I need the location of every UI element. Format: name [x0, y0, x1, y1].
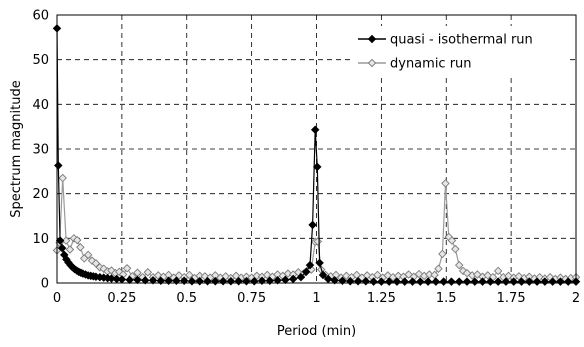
- data-point: [54, 161, 63, 170]
- legend-background: [353, 26, 569, 76]
- data-point: [164, 276, 173, 286]
- y-tick-label: 20: [32, 187, 49, 202]
- x-tick-label: 0: [53, 291, 61, 306]
- data-point: [91, 259, 101, 268]
- data-point: [58, 173, 67, 183]
- data-point: [179, 276, 189, 286]
- data-point: [514, 272, 524, 281]
- legend-marker-quasi-isothermal: [367, 34, 377, 44]
- data-point: [61, 236, 71, 245]
- data-point: [55, 236, 65, 245]
- data-point: [318, 270, 328, 280]
- data-point: [107, 274, 116, 283]
- data-point: [76, 243, 85, 252]
- x-tick-label: 0.25: [107, 291, 136, 306]
- data-point: [283, 269, 293, 278]
- data-point: [156, 276, 166, 286]
- x-axis-label: Period (min): [277, 324, 356, 339]
- x-tick-label: 2: [572, 291, 580, 306]
- data-point: [447, 236, 457, 245]
- x-tick-label: 1.5: [436, 291, 457, 306]
- data-point: [153, 271, 163, 280]
- data-point: [140, 276, 150, 285]
- legend-label-dynamic: dynamic run: [390, 57, 472, 72]
- x-tick-label: 0.75: [237, 291, 266, 306]
- data-point: [338, 276, 347, 286]
- data-point: [451, 244, 460, 254]
- data-point: [122, 264, 132, 273]
- legend-label-quasi-isothermal: quasi - isothermal run: [390, 33, 533, 48]
- plot-frame: [56, 14, 577, 284]
- data-point: [296, 272, 306, 282]
- data-point: [99, 264, 108, 273]
- data-point: [273, 276, 282, 285]
- y-tick-label: 30: [32, 143, 49, 158]
- y-tick-label: 50: [32, 53, 49, 68]
- data-point: [434, 264, 443, 273]
- data-point: [174, 271, 184, 280]
- data-point: [172, 276, 181, 286]
- legend: quasi - isothermal run dynamic run: [353, 26, 569, 76]
- data-point: [454, 260, 464, 270]
- x-tick-label: 1: [312, 291, 320, 306]
- y-tick-label: 40: [32, 98, 49, 113]
- data-point: [315, 258, 324, 268]
- data-point: [373, 270, 382, 280]
- data-point: [57, 243, 67, 253]
- data-point: [310, 125, 320, 135]
- data-point: [87, 256, 97, 265]
- data-point: [301, 267, 311, 277]
- x-tick-label: 1.75: [497, 291, 526, 306]
- data-point: [185, 270, 194, 280]
- y-tick-label: 0: [41, 277, 49, 292]
- data-point: [493, 266, 503, 276]
- data-point: [257, 276, 267, 286]
- x-tick-label: 1.25: [367, 291, 396, 306]
- data-point: [65, 245, 75, 254]
- data-point: [265, 276, 275, 286]
- data-point: [430, 270, 439, 280]
- data-point: [425, 270, 434, 279]
- data-point: [441, 179, 450, 188]
- x-tick-label: 0.5: [176, 291, 197, 306]
- data-point: [308, 220, 317, 230]
- y-tick-label: 10: [32, 232, 49, 247]
- data-point: [438, 249, 447, 259]
- data-point: [313, 162, 322, 172]
- data-point: [414, 269, 424, 279]
- legend-marker-dynamic: [367, 58, 377, 68]
- data-point: [148, 276, 158, 285]
- series-dynamic: [52, 173, 581, 284]
- data-point: [252, 271, 262, 281]
- data-point: [143, 268, 153, 277]
- y-axis-label: Spectrum magnitude: [9, 80, 24, 217]
- data-point: [483, 271, 493, 280]
- data-point: [330, 276, 339, 285]
- data-point: [83, 250, 93, 260]
- data-point: [305, 260, 315, 270]
- y-tick-label: 60: [32, 9, 49, 24]
- data-point: [73, 235, 82, 245]
